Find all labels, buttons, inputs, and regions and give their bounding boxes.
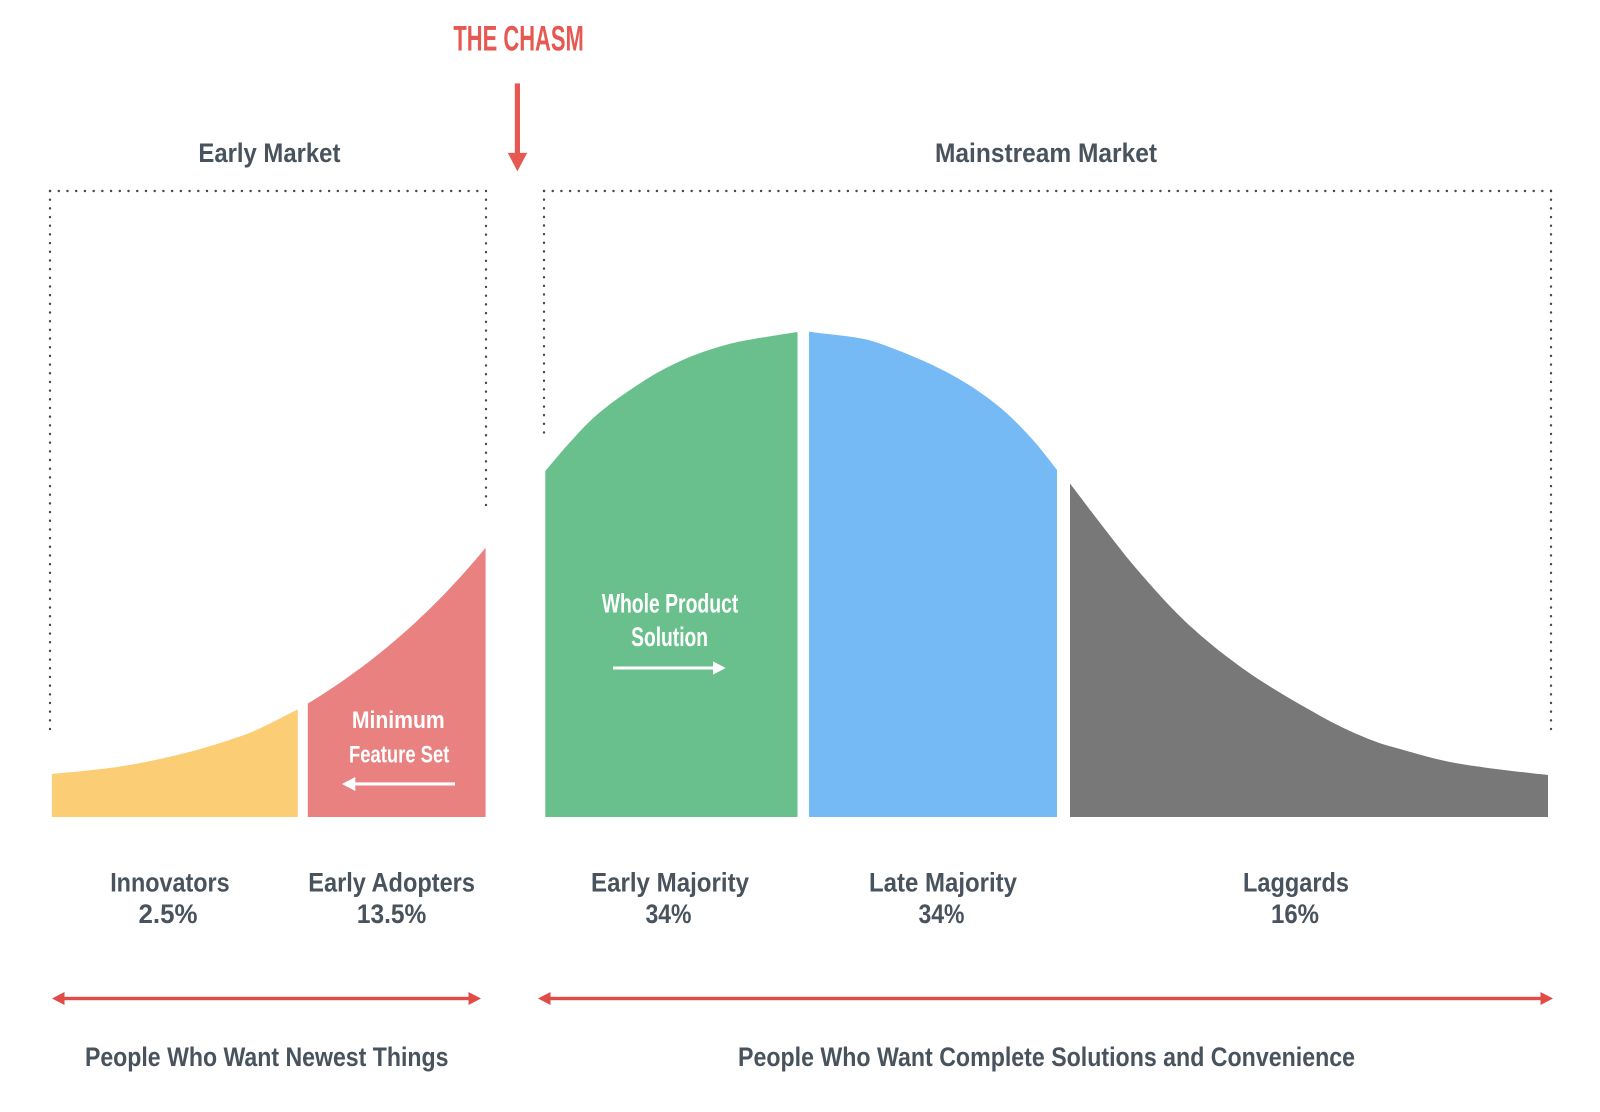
svg-text:People Who Want Complete Solut: People Who Want Complete Solutions and C… xyxy=(738,1042,1355,1072)
svg-text:34%: 34% xyxy=(646,899,692,929)
svg-text:Feature Set: Feature Set xyxy=(349,742,449,769)
svg-text:13.5%: 13.5% xyxy=(357,899,427,929)
svg-text:34%: 34% xyxy=(919,899,965,929)
svg-text:Early Adopters: Early Adopters xyxy=(308,868,475,898)
svg-text:Late Majority: Late Majority xyxy=(869,868,1017,898)
svg-text:Mainstream Market: Mainstream Market xyxy=(935,138,1157,168)
svg-text:Early Market: Early Market xyxy=(198,138,340,168)
svg-text:Solution: Solution xyxy=(631,622,708,652)
svg-text:Laggards: Laggards xyxy=(1243,868,1349,898)
svg-text:Innovators: Innovators xyxy=(110,868,229,898)
svg-text:16%: 16% xyxy=(1271,899,1319,929)
svg-text:Early Majority: Early Majority xyxy=(591,868,749,898)
svg-text:2.5%: 2.5% xyxy=(139,899,198,929)
svg-text:People Who Want Newest Things: People Who Want Newest Things xyxy=(85,1042,449,1072)
svg-text:Whole Product: Whole Product xyxy=(602,588,739,618)
svg-text:Minimum: Minimum xyxy=(352,707,445,734)
svg-text:THE CHASM: THE CHASM xyxy=(453,20,583,59)
